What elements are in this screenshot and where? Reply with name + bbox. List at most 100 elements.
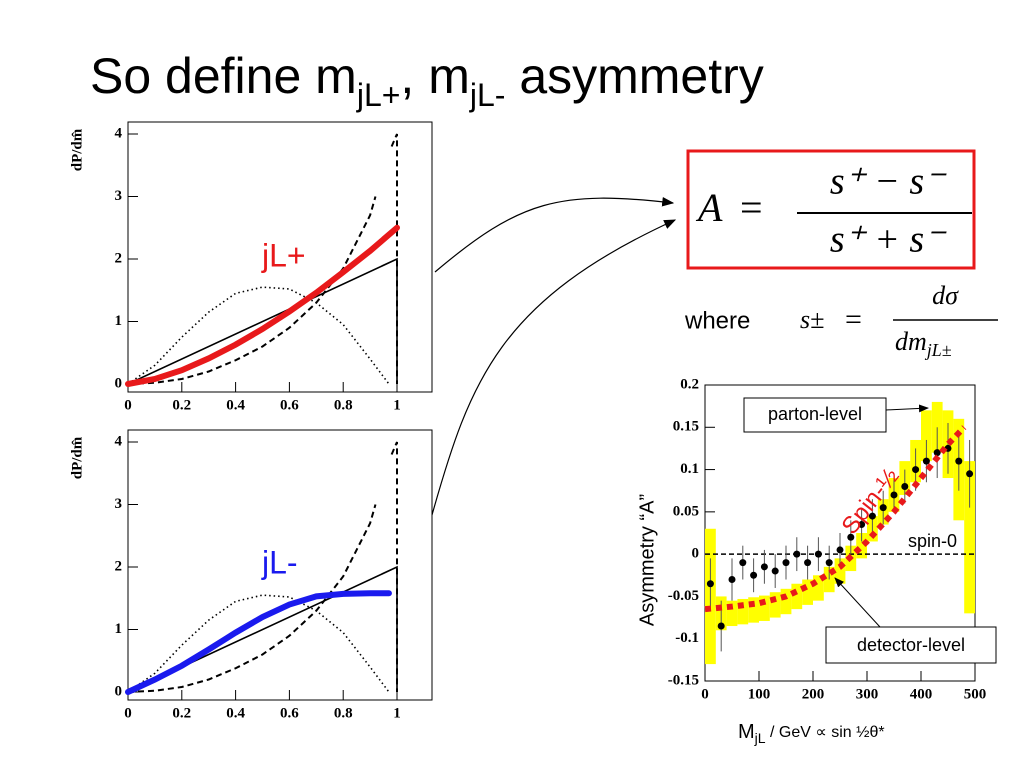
annotation-arrow <box>885 404 929 413</box>
x-tick-label: 0.4 <box>226 705 245 721</box>
y-tick-label: -0.1 <box>675 630 699 646</box>
curve <box>127 196 377 385</box>
annotation-arrow <box>834 577 881 628</box>
band-cell <box>780 588 792 615</box>
title-sub: jL- <box>469 77 506 113</box>
data-point <box>922 457 930 465</box>
curve <box>127 594 390 693</box>
y-tick-label: 0.15 <box>673 419 699 435</box>
data-point <box>782 559 790 567</box>
y-tick-label: 0 <box>115 375 123 391</box>
curve <box>127 504 377 693</box>
arrow <box>434 196 675 273</box>
band-cell <box>726 600 738 627</box>
y-tick-label: 0 <box>692 546 700 562</box>
data-point <box>847 533 855 541</box>
band-cell <box>856 533 867 559</box>
y-tick-label: 0.1 <box>680 461 699 477</box>
y-tick-label: 3 <box>115 496 123 512</box>
data-point <box>836 546 844 554</box>
data-point <box>912 466 920 474</box>
data-point <box>901 482 909 490</box>
x-tick-label: 0 <box>701 686 709 702</box>
curve <box>127 565 398 693</box>
s-eq: = <box>845 303 862 336</box>
x-tick-label: 100 <box>748 686 771 702</box>
y-axis-label: dP/dm̂ <box>69 436 85 479</box>
x-tick-label: 0.6 <box>280 397 299 413</box>
y-axis-label: dP/dm̂ <box>69 128 85 171</box>
x-tick-label: 0.2 <box>172 705 191 721</box>
s-den-main: dm <box>895 327 927 356</box>
y-tick-label: 0.05 <box>673 503 699 519</box>
x-tick-label: 0.8 <box>334 705 353 721</box>
title-part: So define m <box>90 48 357 104</box>
data-point <box>760 563 768 571</box>
data-point <box>879 504 887 512</box>
formula-lhs: A <box>695 185 723 230</box>
y-tick-label: 0 <box>115 683 123 699</box>
y-tick-label: 2 <box>115 558 123 574</box>
plot-frame <box>127 429 433 701</box>
arrow <box>431 219 677 516</box>
data-point <box>858 521 866 529</box>
annotation-box <box>825 626 997 664</box>
data-point <box>814 550 822 558</box>
annotation: spin-0 <box>908 531 957 551</box>
x-tick-label: 500 <box>964 686 987 702</box>
data-point <box>890 491 898 499</box>
data-point <box>706 580 714 588</box>
y-tick-label: 3 <box>115 188 123 204</box>
formula-num: s⁺ − s⁻ <box>830 161 947 203</box>
band-cell <box>748 597 759 623</box>
x-label-sub: jL <box>754 730 766 746</box>
x-label-main: M <box>738 721 755 743</box>
data-point <box>717 622 725 630</box>
data-point <box>750 571 758 579</box>
x-tick-label: 0.4 <box>226 397 245 413</box>
y-tick-label: -0.05 <box>668 588 699 604</box>
data-point <box>771 567 779 575</box>
y-tick-label: 4 <box>115 433 123 449</box>
formula-box <box>686 149 976 270</box>
y-tick-label: 1 <box>115 313 123 329</box>
data-point <box>804 559 812 567</box>
y-tick-label: 2 <box>115 250 123 266</box>
curve-label: jL- <box>261 544 298 580</box>
band-cell <box>791 583 803 610</box>
s-num: dσ <box>932 281 959 310</box>
x-tick-label: 0 <box>124 705 132 721</box>
band-cell <box>921 410 932 462</box>
curve-label: jL+ <box>261 237 306 273</box>
annotation: parton-level <box>768 404 862 424</box>
s-lhs: s± <box>800 305 824 334</box>
curve <box>125 224 400 387</box>
data-point <box>955 457 963 465</box>
band-cell <box>759 595 770 621</box>
where-text: where <box>684 307 750 334</box>
curve <box>127 286 390 385</box>
data-point <box>728 576 736 584</box>
x-tick-label: 1 <box>393 705 401 721</box>
curve <box>125 590 392 695</box>
annotation-box <box>743 397 887 433</box>
data-point <box>739 559 747 567</box>
x-tick-label: 0 <box>124 397 132 413</box>
y-tick-label: 4 <box>115 125 123 141</box>
slide-title: So define mjL+, mjL- asymmetry <box>90 48 764 113</box>
band-cell <box>813 575 824 601</box>
band-cell <box>802 579 813 605</box>
title-part: , m <box>400 48 469 104</box>
x-tick-label: 200 <box>802 686 825 702</box>
x-tick-label: 1 <box>393 397 401 413</box>
x-axis-label: MjL / GeV ∝ sin ½θ* <box>738 721 885 745</box>
x-tick-label: 400 <box>910 686 933 702</box>
band-cell <box>964 461 975 614</box>
annotation: detector-level <box>857 635 965 655</box>
data-point <box>868 512 876 520</box>
formula-den: s⁺ + s⁻ <box>830 219 947 261</box>
data-point <box>825 559 833 567</box>
s-den: dmjL± <box>895 327 952 360</box>
x-label-rest: / GeV ∝ sin ½θ* <box>766 724 885 741</box>
